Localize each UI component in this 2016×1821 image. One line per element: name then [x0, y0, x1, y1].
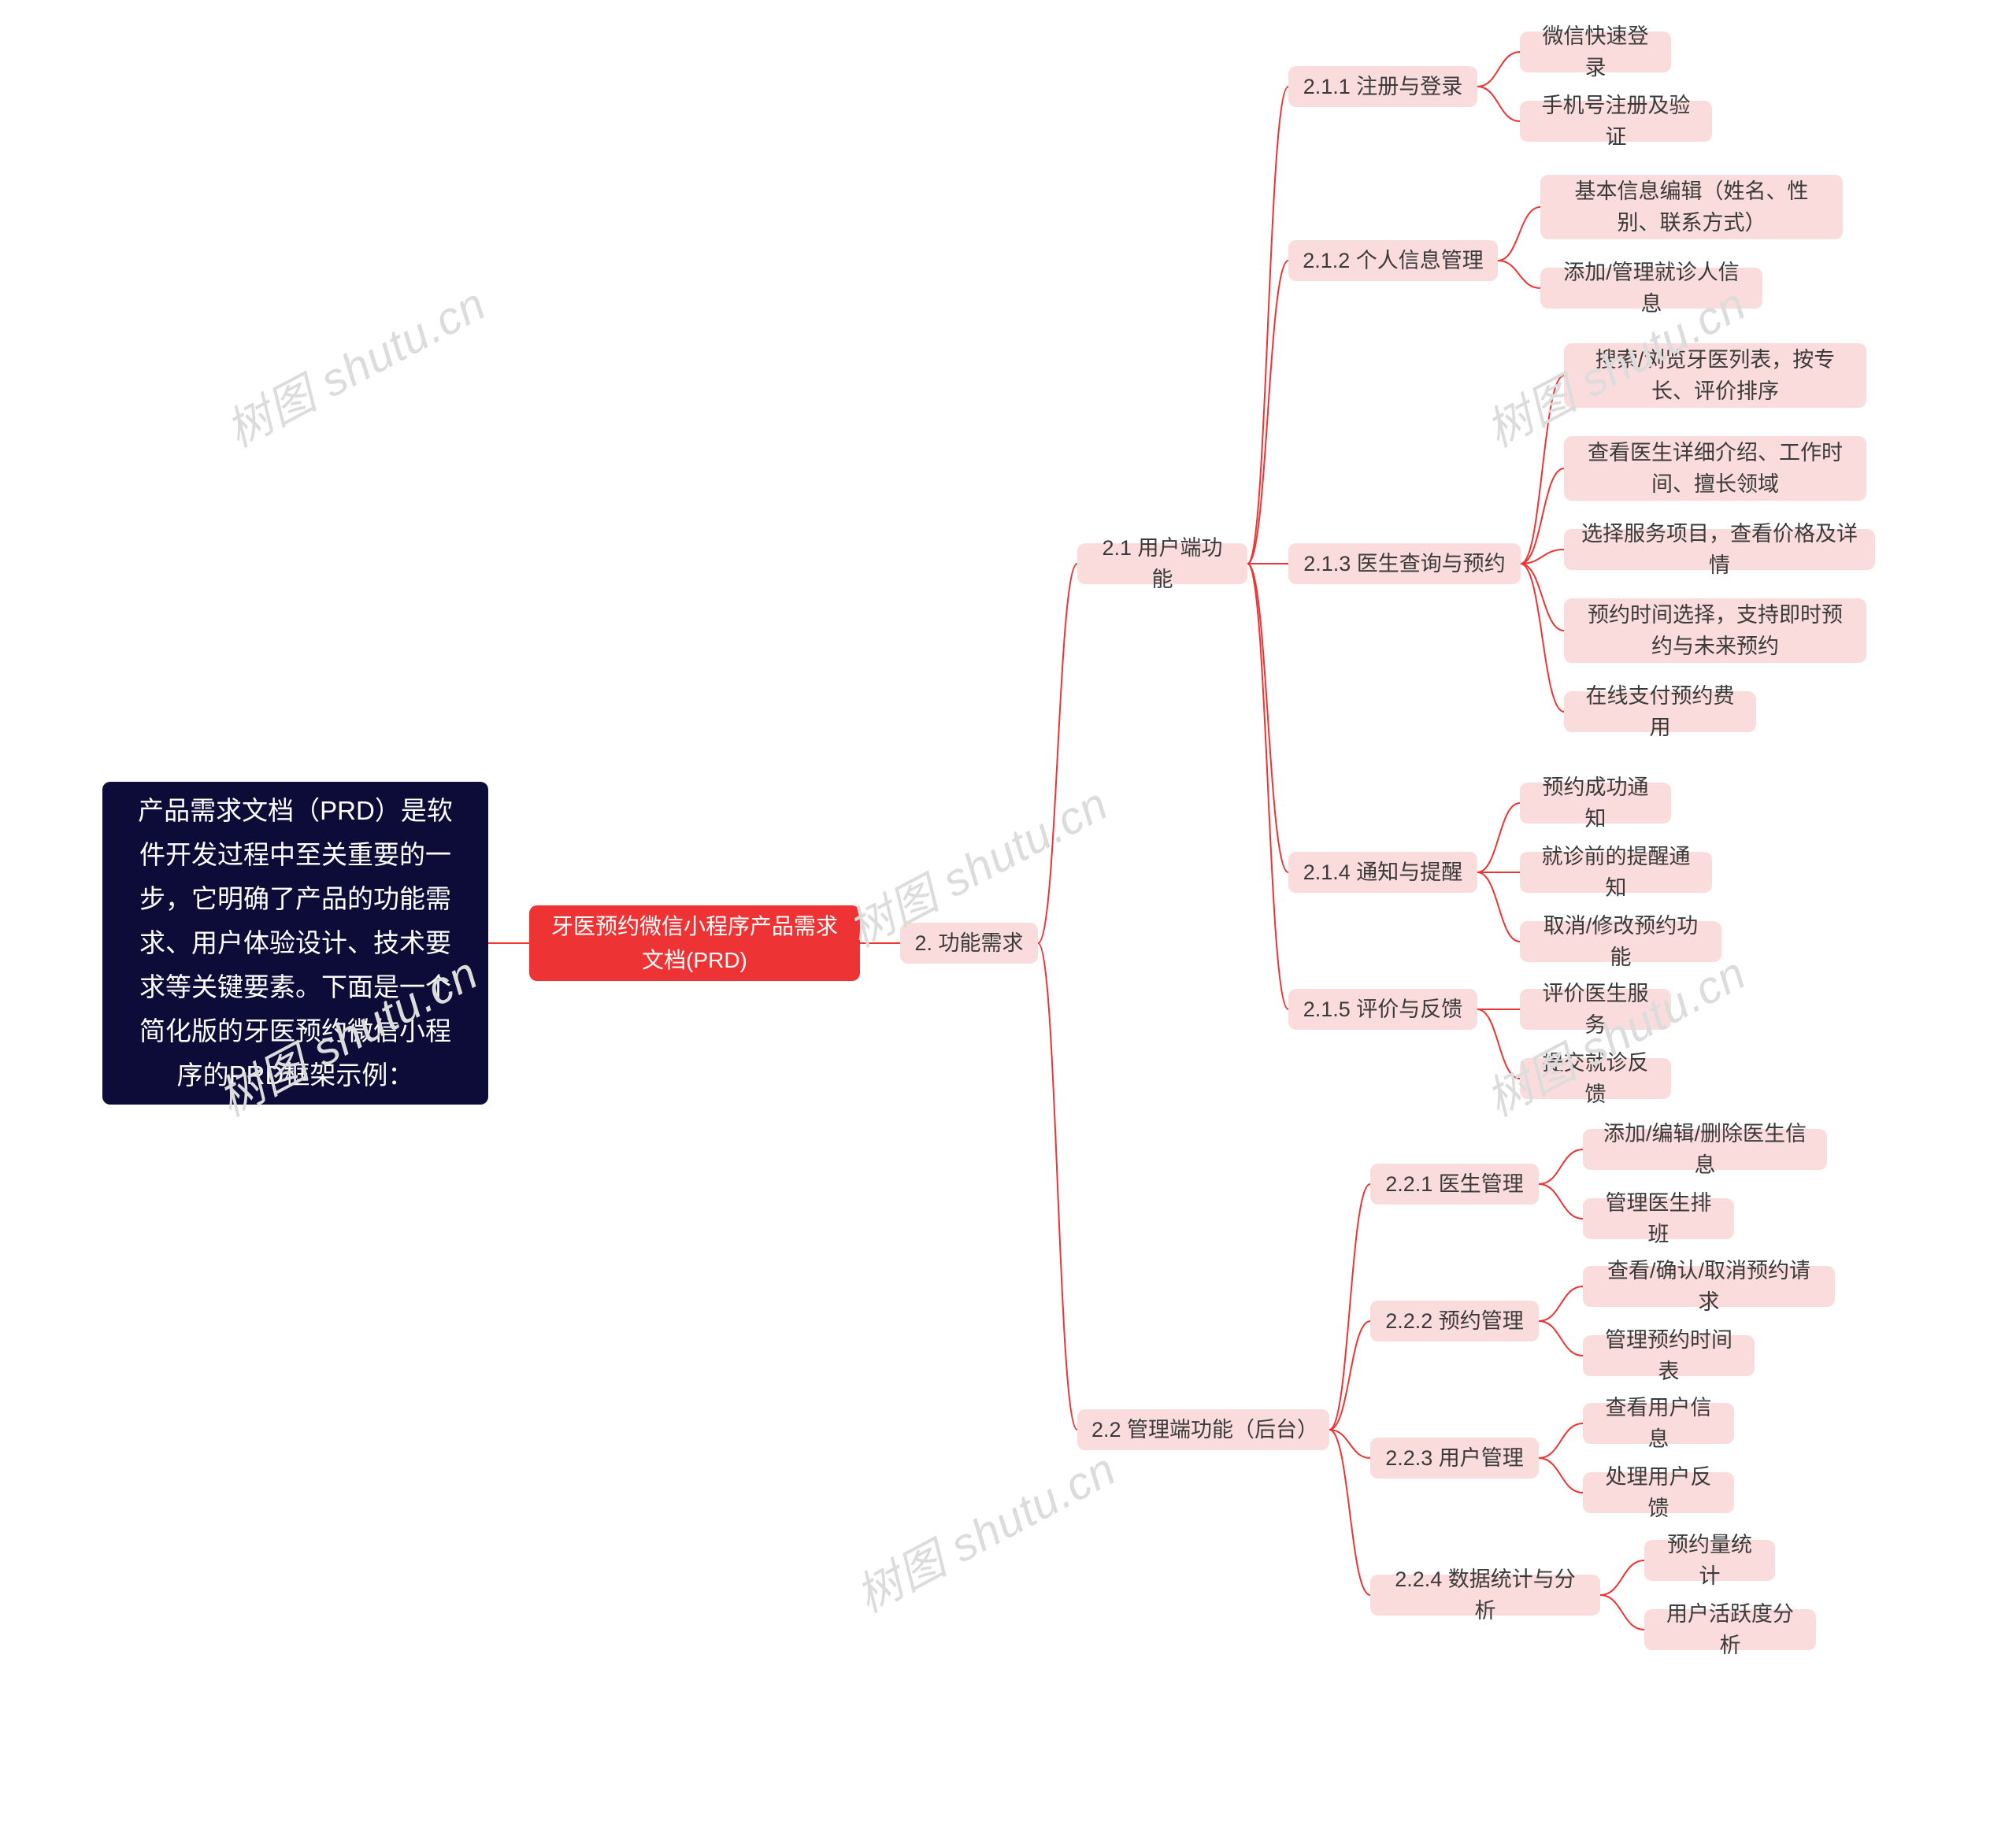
node-reg[interactable]: 2.1.1 注册与登录 [1288, 66, 1477, 107]
watermark: 树图 shutu.cn [213, 268, 495, 460]
node-l5-5[interactable]: 查看医生详细介绍、工作时间、擅长领域 [1564, 436, 1866, 501]
node-l5-13[interactable]: 提交就诊反馈 [1520, 1058, 1671, 1099]
node-review[interactable]: 2.1.5 评价与反馈 [1288, 989, 1477, 1030]
watermark: 树图 shutu.cn [843, 1433, 1125, 1625]
node-l5-15[interactable]: 管理医生排班 [1583, 1198, 1734, 1239]
node-l5-12[interactable]: 评价医生服务 [1520, 989, 1671, 1030]
node-l5-4[interactable]: 搜索/浏览牙医列表，按专长、评价排序 [1564, 343, 1866, 408]
node-l5-0[interactable]: 微信快速登录 [1520, 31, 1671, 72]
node-admin-side[interactable]: 2.2 管理端功能（后台） [1077, 1409, 1329, 1450]
node-l5-1[interactable]: 手机号注册及验证 [1520, 101, 1712, 142]
node-level2[interactable]: 2. 功能需求 [900, 923, 1038, 964]
node-l5-2[interactable]: 基本信息编辑（姓名、性别、联系方式） [1540, 175, 1843, 239]
node-l5-20[interactable]: 预约量统计 [1644, 1540, 1775, 1581]
root-node[interactable]: 牙医预约微信小程序产品需求文档(PRD) [529, 905, 860, 981]
node-amgmt[interactable]: 2.2.2 预约管理 [1370, 1301, 1539, 1342]
node-l5-21[interactable]: 用户活跃度分析 [1644, 1609, 1816, 1650]
node-l5-6[interactable]: 选择服务项目，查看价格及详情 [1564, 529, 1875, 570]
node-user-side[interactable]: 2.1 用户端功能 [1077, 543, 1247, 584]
node-notify[interactable]: 2.1.4 通知与提醒 [1288, 852, 1477, 893]
node-l5-11[interactable]: 取消/修改预约功能 [1520, 921, 1721, 962]
node-profile[interactable]: 2.1.2 个人信息管理 [1288, 240, 1498, 281]
node-l5-18[interactable]: 查看用户信息 [1583, 1403, 1734, 1444]
node-l5-10[interactable]: 就诊前的提醒通知 [1520, 852, 1712, 893]
node-l5-3[interactable]: 添加/管理就诊人信息 [1540, 268, 1762, 309]
node-l5-7[interactable]: 预约时间选择，支持即时预约与未来预约 [1564, 598, 1866, 663]
intro-block: 产品需求文档（PRD）是软件开发过程中至关重要的一步，它明确了产品的功能需求、用… [102, 782, 488, 1105]
node-l5-9[interactable]: 预约成功通知 [1520, 783, 1671, 824]
node-umgmt[interactable]: 2.2.3 用户管理 [1370, 1438, 1539, 1479]
node-stats[interactable]: 2.2.4 数据统计与分析 [1370, 1575, 1600, 1616]
node-l5-8[interactable]: 在线支付预约费用 [1564, 691, 1756, 732]
node-l5-16[interactable]: 查看/确认/取消预约请求 [1583, 1266, 1835, 1307]
node-l5-19[interactable]: 处理用户反馈 [1583, 1472, 1734, 1513]
node-l5-17[interactable]: 管理预约时间表 [1583, 1335, 1755, 1376]
node-doctor[interactable]: 2.1.3 医生查询与预约 [1288, 543, 1521, 584]
node-l5-14[interactable]: 添加/编辑/删除医生信息 [1583, 1129, 1827, 1170]
node-dmgmt[interactable]: 2.2.1 医生管理 [1370, 1164, 1539, 1205]
